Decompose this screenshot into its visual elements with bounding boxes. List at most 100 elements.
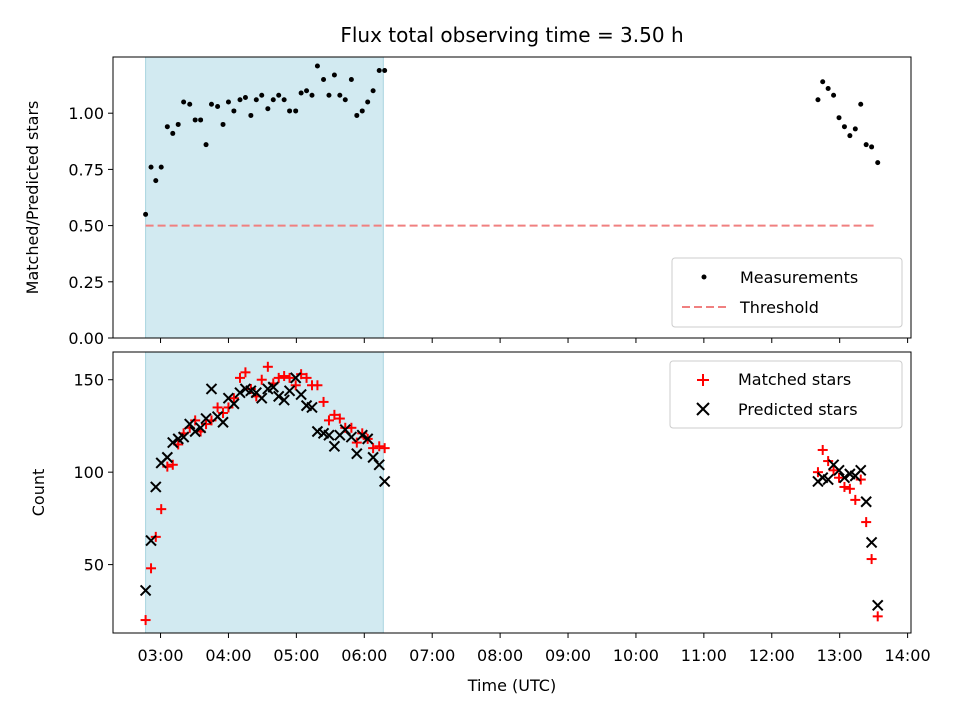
measurement-point — [321, 76, 327, 82]
bottom-y-ticks: 50 100 150 — [73, 371, 113, 575]
predicted-star-point — [167, 436, 179, 449]
measurement-point — [187, 101, 193, 107]
bottom-axes-frame — [112, 351, 912, 634]
predicted-star-point — [200, 412, 212, 425]
measurement-point — [825, 85, 831, 91]
matched-star-point — [357, 428, 368, 439]
matched-star-point — [866, 554, 877, 565]
matched-star-point — [844, 483, 855, 494]
x-tick-label: 12:00 — [749, 646, 795, 665]
measurement-point — [170, 130, 176, 136]
x-tick-label: 03:00 — [137, 646, 183, 665]
predicted-star-point — [278, 394, 290, 406]
legend-measurements-marker — [701, 274, 707, 280]
predicted-star-point — [217, 416, 229, 428]
matched-star-point — [855, 474, 866, 485]
predicted-star-point — [228, 398, 240, 410]
measurement-point — [293, 108, 299, 114]
x-tick-label: 10:00 — [613, 646, 659, 665]
x-tick-label: 07:00 — [409, 646, 455, 665]
matched-star-point — [279, 371, 290, 382]
measurement-point — [298, 90, 304, 96]
top-y-ticks: 0.00 0.25 0.50 0.75 1.00 — [68, 104, 113, 348]
measurement-point — [215, 103, 221, 109]
measurement-points — [143, 63, 881, 217]
x-axis-label: Time (UTC) — [467, 676, 556, 695]
predicted-star-point — [150, 481, 162, 493]
matched-star-point — [273, 372, 284, 383]
predicted-star-point — [822, 473, 834, 486]
measurement-point — [831, 92, 837, 98]
legend-predicted-label: Predicted stars — [738, 400, 858, 419]
legend-matched-label: Matched stars — [738, 370, 851, 389]
measurement-point — [365, 99, 371, 105]
matched-star-point — [823, 456, 834, 467]
measurement-point — [354, 112, 360, 118]
matched-star-point — [218, 408, 229, 419]
matched-star-point — [256, 374, 267, 385]
predicted-star-point — [283, 385, 296, 397]
bottom-y-tick-label: 50 — [84, 556, 104, 575]
top-x-ticks — [160, 338, 909, 343]
matched-star-point — [201, 419, 212, 430]
x-tick-label: 08:00 — [477, 646, 523, 665]
measurement-point — [225, 99, 231, 105]
matched-star-point — [828, 465, 839, 476]
top-y-tick-label: 0.50 — [68, 217, 104, 236]
predicted-star-point — [139, 584, 152, 597]
matched-star-point — [290, 380, 301, 391]
predicted-star-point — [267, 381, 279, 393]
measurement-point — [309, 92, 315, 98]
predicted-star-point — [838, 472, 851, 484]
matched-star-point — [318, 396, 329, 407]
measurement-point — [175, 121, 181, 127]
matched-star-point — [312, 380, 323, 391]
top-y-tick-label: 1.00 — [68, 104, 104, 123]
measurement-point — [164, 124, 170, 130]
predicted-star-point — [189, 425, 201, 438]
measurement-point — [153, 178, 159, 184]
measurement-point — [237, 97, 243, 103]
top-y-tick-label: 0.00 — [68, 329, 104, 348]
matched-star-point — [817, 444, 828, 455]
measurement-point — [259, 92, 265, 98]
x-tick-label: 09:00 — [545, 646, 591, 665]
matched-star-point — [812, 467, 823, 478]
legend-threshold-label: Threshold — [739, 298, 819, 317]
measurement-point — [359, 108, 365, 114]
measurement-point — [181, 99, 187, 105]
measurement-point — [382, 67, 388, 73]
matched-star-point — [235, 372, 246, 383]
bottom-legend: Matched stars Predicted stars — [669, 360, 903, 429]
legend-matched-marker — [697, 374, 709, 386]
predicted-star-point — [833, 464, 845, 477]
matched-star-point — [212, 402, 223, 413]
measurement-point — [836, 115, 842, 121]
matched-star-point — [240, 367, 251, 378]
predicted-star-point — [205, 383, 218, 395]
measurement-point — [265, 106, 271, 112]
predicted-star-point — [256, 392, 268, 404]
predicted-star-point — [295, 388, 307, 401]
matched-star-point — [850, 494, 861, 505]
x-tick-label: 04:00 — [205, 646, 251, 665]
measurement-point — [287, 108, 293, 114]
measurement-point — [270, 97, 276, 103]
legend-measurements-label: Measurements — [740, 268, 858, 287]
predicted-star-point — [184, 418, 196, 430]
bottom-y-axis-label: Count — [29, 469, 48, 517]
measurement-point — [158, 164, 164, 170]
matched-star-point — [834, 472, 845, 483]
matched-star-point — [296, 369, 307, 380]
matched-star-point — [374, 441, 385, 452]
predicted-star-point — [234, 386, 246, 399]
matched-star-point — [334, 413, 345, 424]
measurement-point — [231, 108, 237, 114]
measurement-point — [208, 101, 214, 107]
measurement-point — [276, 92, 282, 98]
measurement-point — [869, 144, 875, 150]
x-tick-label: 06:00 — [341, 646, 387, 665]
x-tick-label: 11:00 — [681, 646, 727, 665]
matched-star-point — [262, 361, 273, 372]
